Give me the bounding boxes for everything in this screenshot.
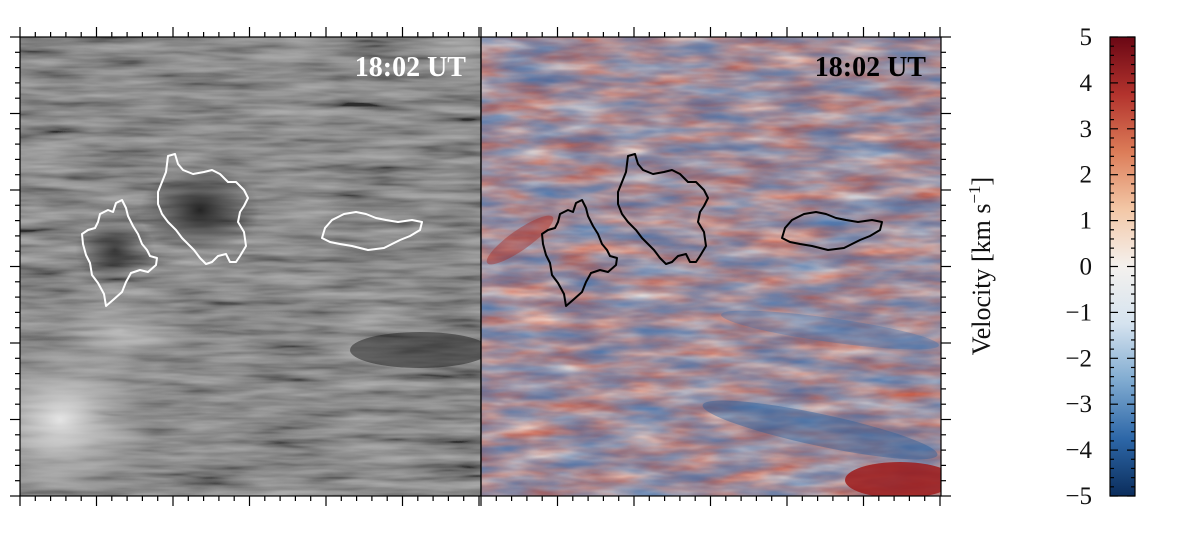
intensity-contours: [81, 153, 423, 307]
colorbar-tick-label: 1: [1080, 208, 1093, 235]
contour-umbra-right-vel: [781, 211, 883, 251]
colorbar-title: Velocity [km s−1]: [965, 177, 996, 355]
colorbar-title-main: Velocity [km s: [967, 204, 996, 356]
contour-umbra-right: [321, 211, 423, 251]
contour-umbra-center: [157, 153, 249, 265]
colorbar-tick-label: 2: [1080, 162, 1093, 189]
contour-umbra-left-vel: [541, 199, 618, 307]
colorbar-tick-label: −4: [1065, 437, 1092, 464]
colorbar-tick-label: 0: [1080, 254, 1093, 281]
colorbar-title-close: ]: [967, 177, 996, 186]
contour-umbra-center-vel: [617, 153, 709, 265]
colorbar-ticks: [1110, 36, 1135, 497]
intensity-timestamp: 18:02 UT: [355, 52, 467, 83]
velocity-timestamp: 18:02 UT: [815, 52, 927, 83]
intensity-panel: [20, 37, 481, 496]
colorbar-tick-label: 3: [1080, 116, 1093, 143]
colorbar-tick-labels: 5 4 3 2 1 0 −1 −2 −3 −4 −5: [1065, 24, 1092, 510]
velocity-contours: [541, 153, 883, 307]
colorbar-tick-label: −3: [1065, 391, 1092, 418]
colorbar-tick-label: 4: [1080, 70, 1093, 97]
colorbar-tick-label: 5: [1080, 24, 1093, 51]
colorbar-tick-label: −2: [1065, 345, 1092, 372]
colorbar-tick-label: −1: [1065, 299, 1092, 326]
contour-umbra-left: [81, 199, 158, 307]
panel-ticks: [10, 27, 951, 506]
colorbar-title-sup: −1: [965, 185, 984, 203]
velocity-panel: [481, 37, 941, 496]
colorbar-tick-label: −5: [1065, 483, 1092, 510]
